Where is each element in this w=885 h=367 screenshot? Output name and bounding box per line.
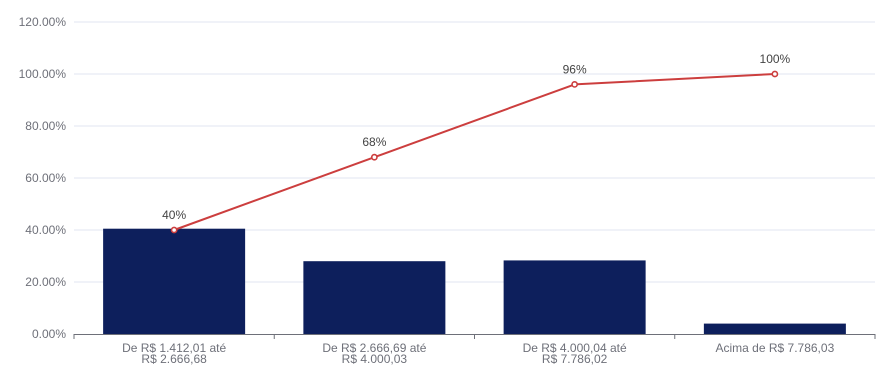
line-point [370,153,378,161]
data-label: 100% [760,52,791,66]
y-tick-label: 60.00% [25,171,66,185]
x-tick-label-line: R$ 4.000,03 [342,352,408,366]
cumulative-line [173,73,775,231]
y-tick-label: 0.00% [32,327,66,341]
x-tick-label-line: De R$ 2.666,69 até [322,341,426,355]
bar-series [103,228,846,334]
y-axis: 0.00% 20.00% 40.00% 60.00% 80.00% 100.00% 120.… [19,15,67,341]
bar [503,260,646,334]
x-tick-label-line: R$ 7.786,02 [542,352,608,366]
y-tick-label: 80.00% [25,119,66,133]
y-tick-label: 100.00% [19,67,67,81]
y-tick-label: 120.00% [19,15,67,29]
x-tick-label: De R$ 1.412,01 até R$ 2.666,68 [122,341,226,366]
x-tick-label-line: De R$ 4.000,04 até [523,341,627,355]
cumulative-line-series: 40% 68% 96% 100% [162,52,791,234]
y-tick-label: 20.00% [25,275,66,289]
data-label: 96% [563,62,587,76]
x-tick-label-line: De R$ 1.412,01 até [122,341,226,355]
x-tick-label: De R$ 4.000,04 até R$ 7.786,02 [523,341,627,366]
x-axis: De R$ 1.412,01 até R$ 2.666,68 De R$ 2.666… [73,334,876,366]
data-label: 68% [362,135,386,149]
x-tick-label: De R$ 2.666,69 até R$ 4.000,03 [322,341,426,366]
x-tick-label: Acima de R$ 7.786,03 [716,341,835,355]
x-tick-label-line: R$ 2.666,68 [141,352,207,366]
bar [103,228,246,334]
bar [303,261,446,334]
bar [703,323,846,334]
line-point [170,226,178,234]
line-point [771,70,779,78]
line-point [571,81,579,88]
x-tick-label-line: Acima de R$ 7.786,03 [716,341,835,355]
data-label: 40% [162,208,186,222]
y-tick-label: 40.00% [25,223,66,237]
